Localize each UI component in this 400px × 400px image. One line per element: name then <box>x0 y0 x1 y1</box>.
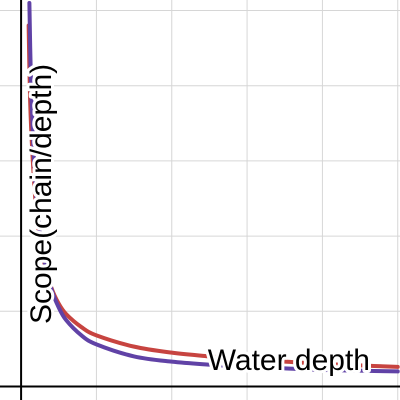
series-line-1[interactable] <box>26 23 400 369</box>
y-axis-label: Scope(chain/depth) <box>25 64 58 324</box>
series-layer <box>26 1 400 374</box>
x-axis-label: Water depth <box>208 344 370 377</box>
label-layer: Water depth Scope(chain/depth) <box>22 61 373 380</box>
series-line-2[interactable] <box>27 1 400 374</box>
